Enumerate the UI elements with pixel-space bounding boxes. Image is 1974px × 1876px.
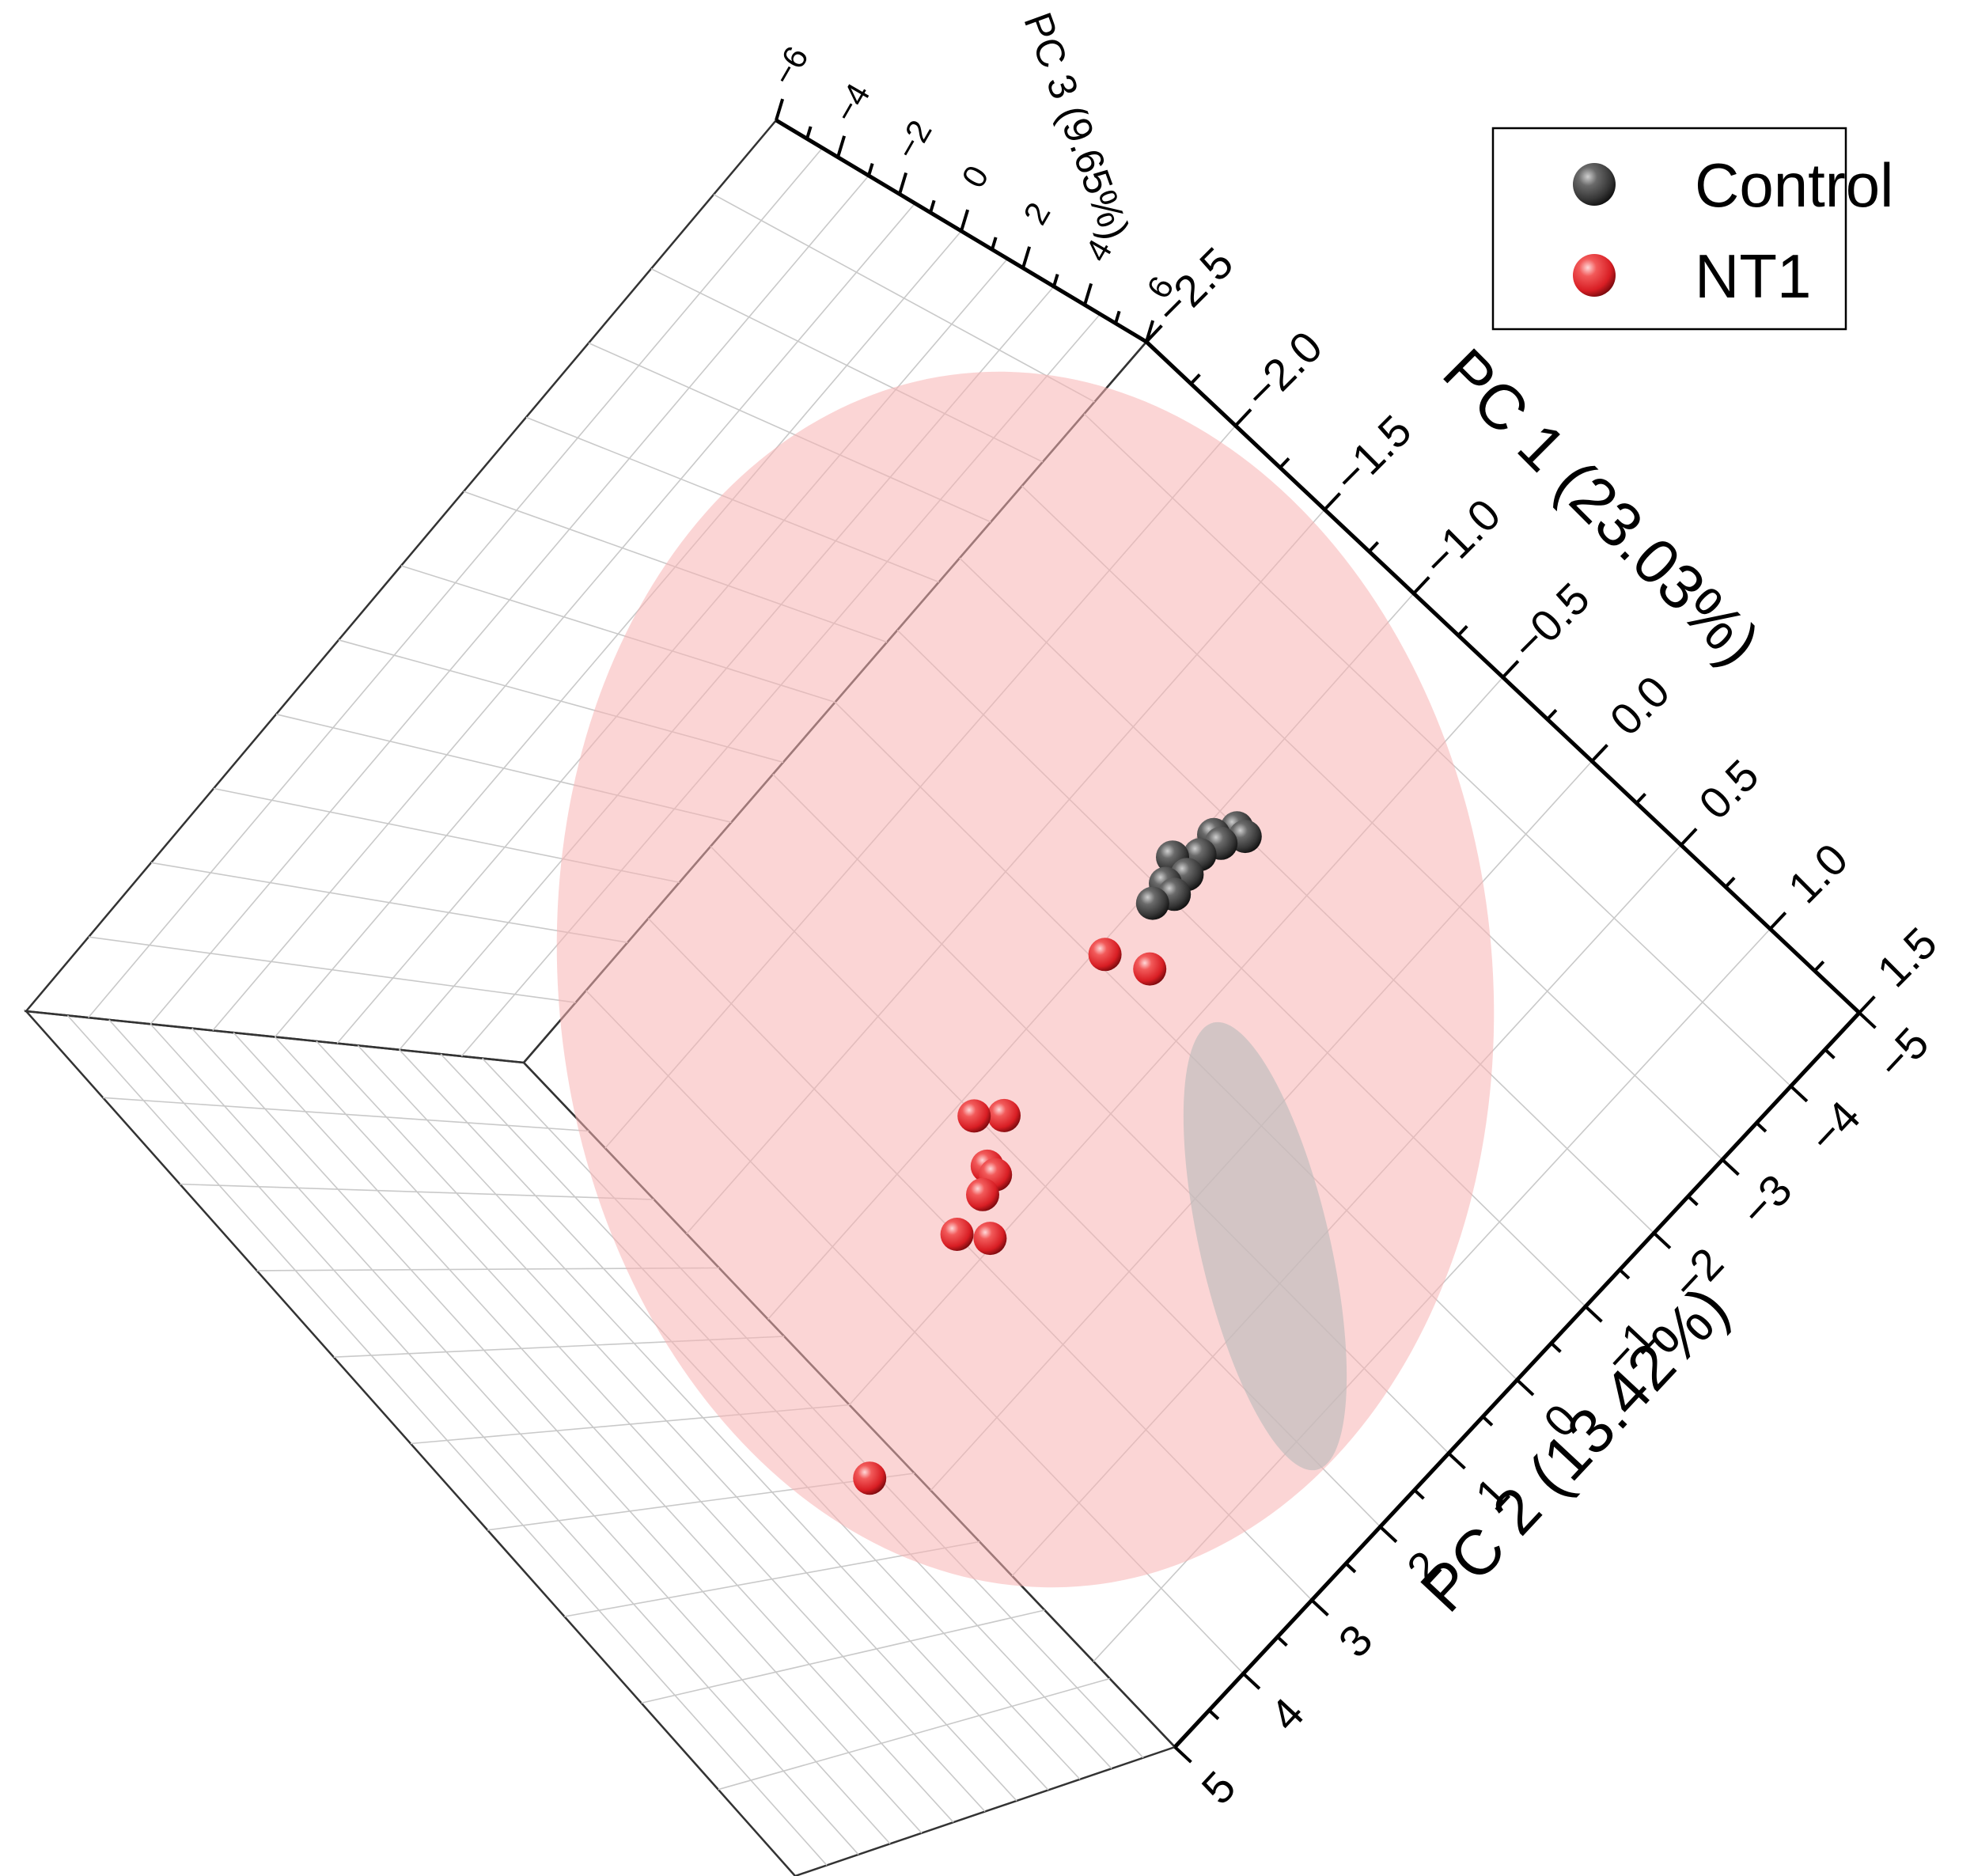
pc1-major-tick: [1323, 492, 1342, 511]
legend: Control NT1: [1491, 127, 1893, 331]
pc2-major-tick: [1447, 1452, 1466, 1470]
pc2-minor-tick: [1413, 1488, 1425, 1500]
pc3-minor-tick: [1114, 310, 1121, 324]
pc1-major-tick: [1858, 995, 1876, 1014]
legend-control-label: Control: [1695, 150, 1893, 220]
nt1-data-point: [973, 1222, 1007, 1256]
pc1-major-tick: [1412, 576, 1430, 595]
pc1-minor-tick: [1724, 876, 1736, 889]
pc2-major-tick: [1310, 1598, 1329, 1616]
pc1-tick-label: 1.5: [1867, 918, 1946, 997]
pc2-tick-label: 4: [1260, 1688, 1313, 1741]
nt1-data-point: [940, 1218, 974, 1251]
pc2-major-tick: [1790, 1085, 1809, 1103]
pc3-tick-label: 0: [954, 159, 995, 194]
pc1-major-tick: [1590, 744, 1608, 763]
pc1-tick-label: −2.5: [1146, 237, 1243, 335]
pc2-tick-label: −4: [1799, 1091, 1870, 1162]
pc2-minor-tick: [1687, 1195, 1699, 1207]
pc3-minor-tick: [1052, 274, 1059, 287]
pc2-tick-label: −5: [1867, 1018, 1938, 1089]
floor-wall-grid-line: [641, 1609, 1045, 1704]
back-wall-grid-line: [713, 194, 1095, 403]
pc2-tick-label: 3: [1328, 1615, 1381, 1667]
pc1-tick-label: 0.0: [1600, 666, 1679, 745]
pc3-major-tick: [1083, 282, 1093, 305]
data-points: [853, 811, 1262, 1495]
pc1-minor-tick: [1635, 792, 1646, 805]
nt1-confidence-ellipse: [556, 371, 1495, 1588]
nt1-data-point: [957, 1099, 991, 1133]
pc2-major-tick: [1721, 1158, 1740, 1177]
nt1-data-point: [987, 1098, 1021, 1132]
pc1-minor-tick: [1546, 708, 1558, 721]
pc3-tick-label: −2: [888, 114, 939, 165]
legend-box: [1491, 127, 1847, 331]
pc1-tick-label: −1.0: [1413, 489, 1510, 586]
pc3-major-tick: [960, 209, 970, 232]
pc3-minor-tick: [805, 126, 813, 139]
confidence-ellipses: [556, 371, 1495, 1588]
pc3-tick-label: −4: [826, 77, 877, 128]
nt1-data-point: [853, 1461, 887, 1495]
pc2-major-tick: [1653, 1231, 1672, 1249]
nt1-data-point: [966, 1177, 999, 1211]
pc2-minor-tick: [1755, 1121, 1768, 1133]
floor-wall-grid-line: [180, 1183, 654, 1200]
pc3-major-tick: [1021, 246, 1032, 269]
pc2-tick-label: 5: [1192, 1761, 1245, 1813]
pc1-minor-tick: [1279, 457, 1290, 469]
pc3-major-tick: [836, 135, 847, 158]
pc1-major-tick: [1145, 324, 1163, 343]
control-data-point: [1135, 886, 1169, 920]
pc1-tick-label: 0.5: [1689, 750, 1768, 829]
pc1-major-tick: [1502, 660, 1520, 679]
back-wall-grid-line: [88, 936, 576, 1003]
pc2-major-tick: [1242, 1672, 1261, 1690]
pc2-minor-tick: [1481, 1415, 1494, 1427]
pc2-major-tick: [1858, 1011, 1877, 1029]
pc1-minor-tick: [1813, 960, 1825, 972]
pc1-major-tick: [1234, 408, 1252, 427]
pc1-tick-label: 1.0: [1779, 834, 1858, 913]
pc2-major-tick: [1379, 1525, 1398, 1544]
pc3-major-tick: [898, 172, 908, 195]
pc1-minor-tick: [1189, 373, 1201, 385]
pc1-minor-tick: [1457, 624, 1468, 637]
control-confidence-ellipse: [1183, 1021, 1347, 1471]
pc3-minor-tick: [929, 199, 936, 214]
pc2-major-tick: [1584, 1305, 1603, 1323]
pc1-tick-label: −1.5: [1324, 405, 1421, 502]
pc1-tick-label: −0.5: [1502, 573, 1599, 670]
pc3-major-tick: [775, 98, 785, 121]
pc3-minor-tick: [991, 237, 998, 250]
legend-nt1-marker: [1573, 254, 1616, 297]
nt1-data-point: [1088, 938, 1122, 972]
floor-wall-grid-line: [103, 1097, 589, 1132]
pc2-minor-tick: [1276, 1635, 1288, 1647]
legend-nt1-label: NT1: [1695, 241, 1811, 311]
pc1-tick-label: −2.0: [1234, 321, 1332, 419]
pc1-major-tick: [1680, 828, 1698, 847]
pc3-tick-label: −6: [764, 40, 816, 92]
pc2-minor-tick: [1618, 1268, 1631, 1280]
pc3-minor-tick: [867, 163, 874, 176]
pc2-major-tick: [1516, 1378, 1535, 1397]
pc2-minor-tick: [1824, 1048, 1836, 1059]
pc2-tick-label: −3: [1730, 1165, 1802, 1236]
pc1-minor-tick: [1368, 540, 1380, 553]
pc2-minor-tick: [1344, 1562, 1357, 1574]
pc2-minor-tick: [1550, 1342, 1562, 1353]
pc2-axis-title: PC 2 (13.42%): [1407, 1273, 1741, 1624]
floor-wall-grid-line: [718, 1677, 1110, 1791]
back-wall-grid-line: [150, 862, 628, 943]
pc3-tick-label: 2: [1016, 196, 1057, 231]
pc2-minor-tick: [1207, 1709, 1220, 1720]
pc1-major-tick: [1768, 911, 1787, 930]
pc2-major-tick: [1173, 1745, 1192, 1764]
legend-control-marker: [1573, 163, 1616, 206]
pc3-major-tick: [1145, 320, 1155, 343]
nt1-data-point: [1133, 952, 1167, 986]
